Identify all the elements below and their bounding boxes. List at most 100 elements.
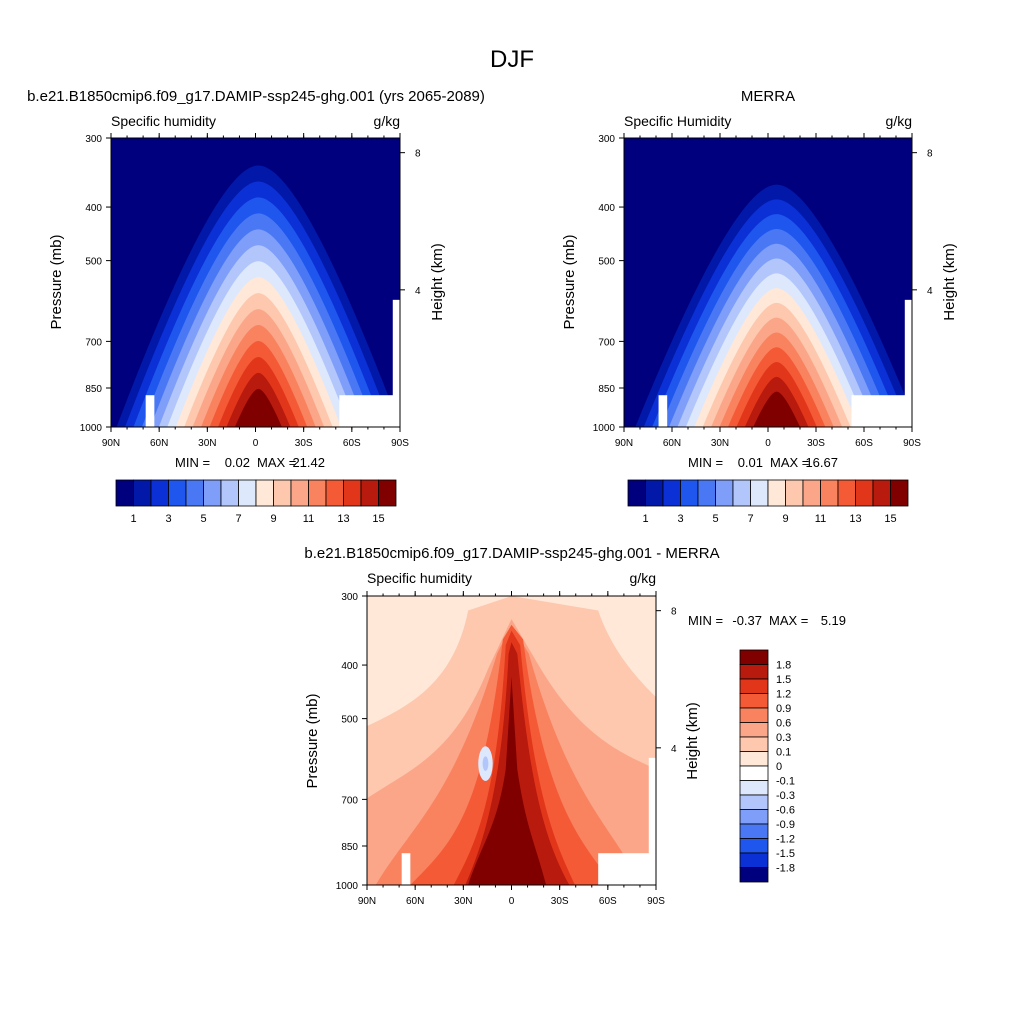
missing-data-mask bbox=[598, 853, 656, 885]
figure-title: DJF bbox=[490, 46, 534, 73]
colorbar-swatch bbox=[837, 479, 856, 507]
colorbar-swatch bbox=[739, 867, 769, 883]
svg-text:MIN =: MIN = bbox=[688, 455, 723, 470]
panel-variable-label: Specific humidity bbox=[367, 570, 472, 586]
missing-data-mask bbox=[648, 757, 656, 885]
panel-title: MERRA bbox=[741, 88, 795, 105]
x-tick-label: 90S bbox=[391, 438, 409, 449]
colorbar-swatch bbox=[739, 693, 769, 709]
colorbar-swatch bbox=[739, 794, 769, 810]
y-axis-title: Pressure (mb) bbox=[304, 693, 321, 788]
colorbar-swatch bbox=[739, 707, 769, 723]
y-tick-label: 300 bbox=[85, 134, 102, 145]
missing-data-mask bbox=[904, 299, 912, 427]
missing-data-mask bbox=[658, 395, 668, 427]
y-tick-label: 850 bbox=[85, 384, 102, 395]
contour-plot-model bbox=[111, 138, 400, 427]
colorbar-swatch bbox=[343, 479, 362, 507]
colorbar-label: -0.1 bbox=[776, 776, 795, 788]
colorbar-swatch bbox=[168, 479, 187, 507]
colorbar-swatch bbox=[203, 479, 222, 507]
colorbar-label: 1.2 bbox=[776, 689, 791, 701]
colorbar-label: 1.5 bbox=[776, 674, 791, 686]
y2-axis-title: Height (km) bbox=[941, 243, 958, 321]
colorbar-swatch bbox=[750, 479, 769, 507]
y-tick-label: 500 bbox=[85, 257, 102, 268]
y-tick-label: 400 bbox=[598, 203, 615, 214]
svg-text:0.01: 0.01 bbox=[738, 455, 763, 470]
plot-axes-merra: 90N 60N 30N 0 30S 60S 90S 300 400 500 700 850 1000 8 4 bbox=[593, 133, 933, 449]
x-tick-label: 30S bbox=[807, 438, 825, 449]
x-tick-label: 90N bbox=[102, 438, 120, 449]
panel-merra: MERRA Specific Humidity g/kg 90N 60N 30N 0 3… bbox=[561, 88, 958, 525]
panel-units-label: g/kg bbox=[886, 113, 912, 129]
x-tick-label: 60N bbox=[663, 438, 681, 449]
colorbar-swatch bbox=[360, 479, 379, 507]
colorbar-swatch bbox=[872, 479, 891, 507]
colorbar-swatch bbox=[627, 479, 646, 507]
y-tick-label: 1000 bbox=[336, 881, 359, 892]
colorbar-swatch bbox=[739, 823, 769, 839]
contour-band bbox=[468, 676, 547, 885]
panel-model: b.e21.B1850cmip6.f09_g17.DAMIP-ssp245-gh… bbox=[27, 88, 485, 525]
colorbar-swatch bbox=[739, 736, 769, 752]
y-tick-label: 300 bbox=[598, 134, 615, 145]
x-tick-label: 90N bbox=[615, 438, 633, 449]
colorbar-swatch bbox=[739, 751, 769, 767]
svg-text:-0.37: -0.37 bbox=[732, 613, 762, 628]
x-tick-label: 60N bbox=[150, 438, 168, 449]
colorbar-swatch bbox=[739, 780, 769, 796]
y-tick-label: 700 bbox=[341, 795, 358, 806]
colorbar-label: 0.1 bbox=[776, 747, 791, 759]
colorbar-swatch bbox=[378, 479, 397, 507]
svg-text:5.19: 5.19 bbox=[821, 613, 846, 628]
colorbar-swatch bbox=[255, 479, 274, 507]
colorbar-label: 3 bbox=[677, 513, 683, 525]
y-tick-label: 850 bbox=[341, 842, 358, 853]
missing-data-mask bbox=[392, 299, 400, 427]
colorbar-label: 3 bbox=[165, 513, 171, 525]
colorbar-swatch bbox=[133, 479, 152, 507]
min-max-readout: MIN = 0.02 MAX = 21.42 bbox=[175, 455, 325, 470]
missing-data-mask bbox=[145, 395, 155, 427]
y2-tick-label: 8 bbox=[415, 149, 421, 160]
x-tick-label: 30N bbox=[454, 896, 472, 907]
x-tick-label: 0 bbox=[765, 438, 771, 449]
colorbar-label: -1.8 bbox=[776, 863, 795, 875]
colorbar-swatch bbox=[739, 809, 769, 825]
colorbar-label: 15 bbox=[372, 513, 384, 525]
colorbar-swatch bbox=[739, 678, 769, 694]
colorbar-swatch bbox=[308, 479, 327, 507]
colorbar-swatch bbox=[739, 838, 769, 854]
panel-title: b.e21.B1850cmip6.f09_g17.DAMIP-ssp245-gh… bbox=[304, 545, 719, 562]
colorbar-label: 0.6 bbox=[776, 718, 791, 730]
y-tick-label: 500 bbox=[341, 715, 358, 726]
colorbar-swatch bbox=[739, 765, 769, 781]
y2-tick-label: 8 bbox=[927, 149, 933, 160]
colorbar-swatch bbox=[238, 479, 257, 507]
svg-text:0.02: 0.02 bbox=[225, 455, 250, 470]
colorbar-swatch bbox=[220, 479, 239, 507]
contour-band bbox=[234, 388, 282, 427]
colorbar-swatch bbox=[820, 479, 839, 507]
colorbar-swatch bbox=[680, 479, 699, 507]
panel-variable-label: Specific humidity bbox=[111, 113, 216, 129]
colorbar-label: 5 bbox=[712, 513, 718, 525]
colorbar-label: 0 bbox=[776, 761, 782, 773]
colorbar-swatch bbox=[185, 479, 204, 507]
colorbar-swatch bbox=[890, 479, 909, 507]
x-tick-label: 60S bbox=[855, 438, 873, 449]
colorbar-label: 1 bbox=[642, 513, 648, 525]
colorbar-label: -1.2 bbox=[776, 834, 795, 846]
missing-data-mask bbox=[339, 395, 400, 427]
x-tick-label: 90S bbox=[903, 438, 921, 449]
min-max-readout: MIN = 0.01 MAX = 16.67 bbox=[688, 455, 838, 470]
y-tick-label: 1000 bbox=[80, 423, 103, 434]
x-tick-label: 90N bbox=[358, 896, 376, 907]
y-tick-label: 850 bbox=[598, 384, 615, 395]
y2-axis-title: Height (km) bbox=[684, 702, 701, 780]
x-tick-label: 60N bbox=[406, 896, 424, 907]
colorbar-swatch bbox=[325, 479, 344, 507]
colorbar-label: 7 bbox=[747, 513, 753, 525]
y2-tick-label: 4 bbox=[671, 744, 677, 755]
